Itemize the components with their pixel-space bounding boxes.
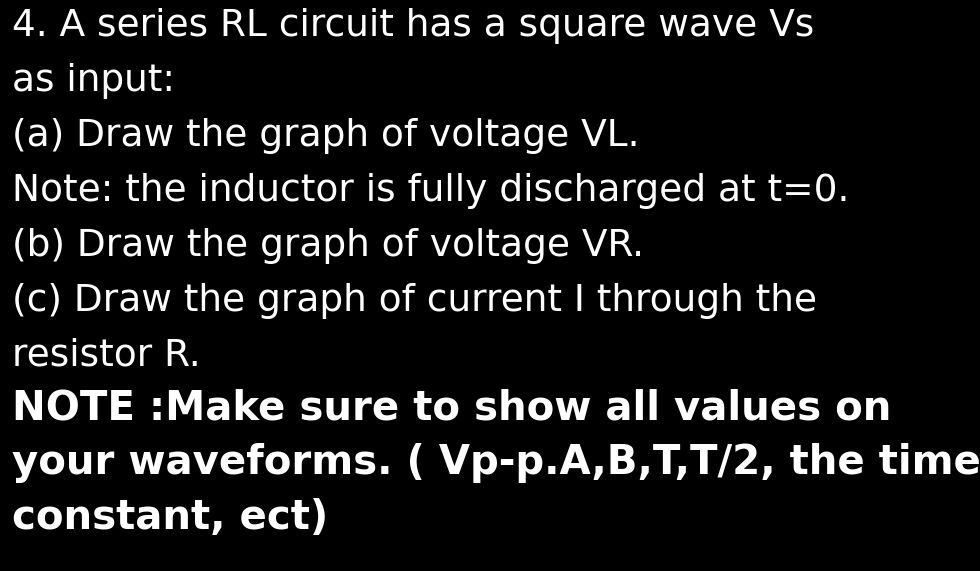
Text: (c) Draw the graph of current I through the: (c) Draw the graph of current I through …: [12, 283, 817, 319]
Text: constant, ect): constant, ect): [12, 498, 328, 538]
Text: 4. A series RL circuit has a square wave Vs: 4. A series RL circuit has a square wave…: [12, 8, 814, 44]
Text: (a) Draw the graph of voltage VL.: (a) Draw the graph of voltage VL.: [12, 118, 640, 154]
Text: NOTE :Make sure to show all values on: NOTE :Make sure to show all values on: [12, 388, 892, 428]
Text: (b) Draw the graph of voltage VR.: (b) Draw the graph of voltage VR.: [12, 228, 644, 264]
Text: Note: the inductor is fully discharged at t=0.: Note: the inductor is fully discharged a…: [12, 173, 850, 209]
Text: your waveforms. ( Vp-p.A,B,T,T/2, the time: your waveforms. ( Vp-p.A,B,T,T/2, the ti…: [12, 443, 980, 483]
Text: as input:: as input:: [12, 63, 175, 99]
Text: resistor R.: resistor R.: [12, 338, 201, 374]
